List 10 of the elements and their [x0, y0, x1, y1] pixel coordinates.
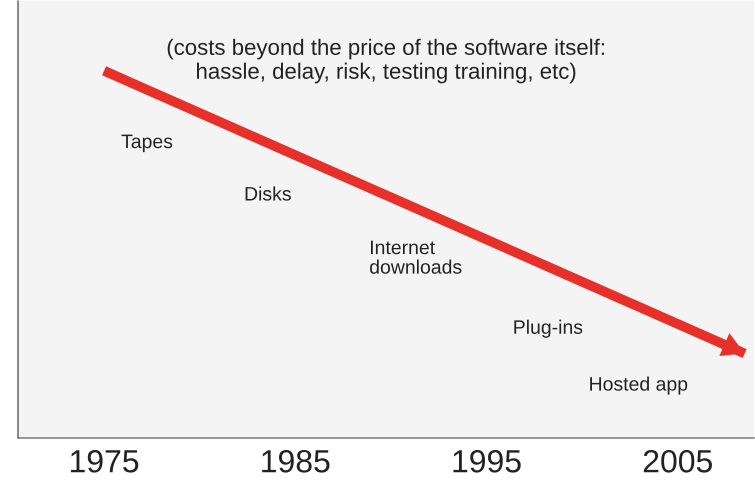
annotation: Internet downloads: [370, 240, 462, 274]
annotation: Disks: [246, 186, 291, 201]
x-tick-label: 1995: [453, 450, 521, 473]
annotation: Plug-ins: [514, 320, 582, 338]
x-tick-label: 2005: [644, 450, 712, 473]
annotation: Hosted app: [590, 376, 688, 395]
x-tick-label: 1985: [262, 450, 330, 473]
x-tick-label: 1975: [70, 450, 138, 473]
chart-title: (costs beyond the price of the software itself: hassle, delay, risk, testing training, etc): [168, 38, 604, 84]
annotation: Tapes: [122, 134, 172, 152]
